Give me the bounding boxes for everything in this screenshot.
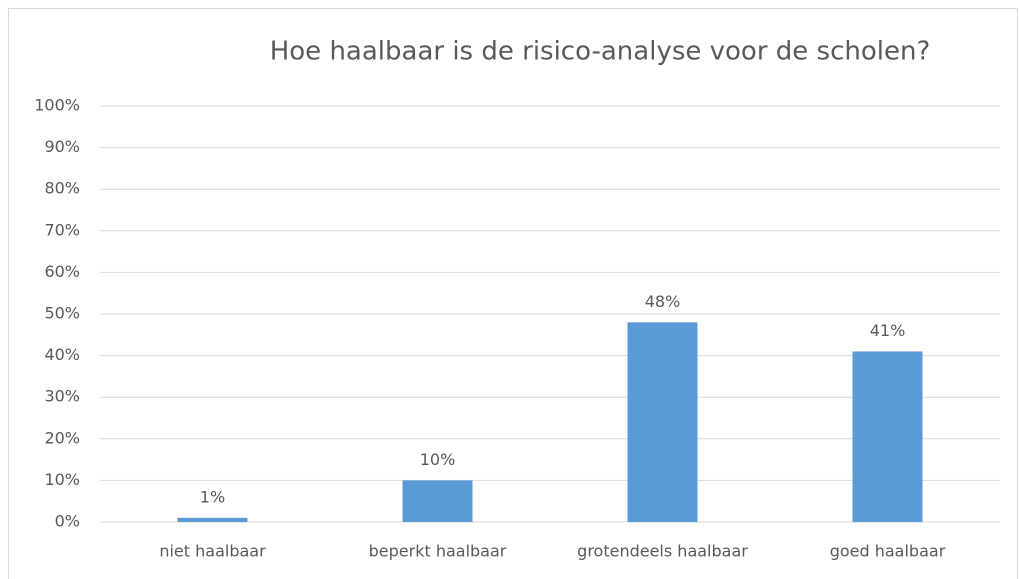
bar: [177, 517, 248, 522]
y-tick-label: 40%: [44, 345, 80, 364]
data-label: 48%: [645, 292, 681, 311]
bar: [402, 480, 473, 522]
y-tick-label: 10%: [44, 470, 80, 489]
x-tick-label: beperkt haalbaar: [369, 542, 507, 561]
bar: [627, 322, 698, 522]
y-tick-label: 100%: [34, 96, 80, 115]
data-label: 1%: [200, 487, 225, 506]
data-label: 41%: [870, 321, 906, 340]
bar: [852, 351, 923, 522]
y-tick-label: 70%: [44, 220, 80, 239]
x-tick-label: grotendeels haalbaar: [577, 542, 748, 561]
chart-border: [8, 8, 1018, 579]
y-tick-label: 20%: [44, 428, 80, 447]
y-tick-label: 50%: [44, 304, 80, 323]
chart-title: Hoe haalbaar is de risico-analyse voor d…: [270, 37, 931, 67]
y-tick-label: 30%: [44, 387, 80, 406]
y-tick-label: 80%: [44, 179, 80, 198]
y-tick-label: 0%: [55, 512, 80, 531]
y-tick-label: 90%: [44, 137, 80, 156]
x-tick-label: niet haalbaar: [159, 542, 266, 561]
data-label: 10%: [420, 450, 456, 469]
y-tick-label: 60%: [44, 262, 80, 281]
x-tick-label: goed haalbaar: [830, 542, 946, 561]
